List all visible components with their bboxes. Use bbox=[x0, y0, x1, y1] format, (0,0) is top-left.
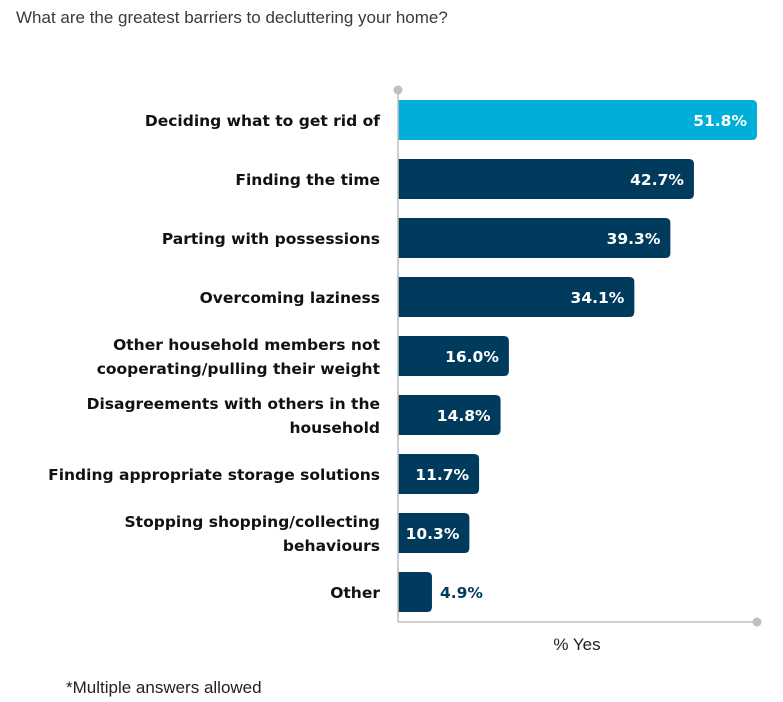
category-label: Other household members not bbox=[113, 336, 380, 354]
category-label: Finding appropriate storage solutions bbox=[48, 466, 380, 484]
bar bbox=[398, 277, 635, 317]
axis-end-dot bbox=[393, 85, 403, 95]
data-label: 34.1% bbox=[571, 289, 625, 307]
category-label: Parting with possessions bbox=[162, 230, 380, 248]
bar bbox=[398, 572, 432, 612]
data-label: 10.3% bbox=[406, 525, 460, 543]
data-label: 11.7% bbox=[415, 466, 469, 484]
x-axis-label: % Yes bbox=[553, 635, 600, 654]
data-label: 51.8% bbox=[693, 112, 747, 130]
category-label: behaviours bbox=[283, 537, 380, 555]
bar bbox=[398, 513, 470, 553]
data-label: 16.0% bbox=[445, 348, 499, 366]
data-label: 39.3% bbox=[607, 230, 661, 248]
category-label: Overcoming laziness bbox=[200, 289, 380, 307]
category-label: Other bbox=[330, 584, 380, 602]
data-label: 14.8% bbox=[437, 407, 491, 425]
footnote: *Multiple answers allowed bbox=[66, 678, 262, 697]
data-label: 4.9% bbox=[440, 584, 483, 602]
bar bbox=[398, 454, 480, 494]
category-label: Finding the time bbox=[235, 171, 380, 189]
category-label: Deciding what to get rid of bbox=[145, 112, 380, 130]
axis-end-dot bbox=[752, 617, 762, 627]
category-label: Disagreements with others in the bbox=[87, 395, 380, 413]
bar bbox=[398, 218, 671, 258]
bar bbox=[398, 336, 509, 376]
data-label: 42.7% bbox=[630, 171, 684, 189]
bar bbox=[398, 395, 501, 435]
chart-title: What are the greatest barriers to declut… bbox=[16, 8, 448, 27]
bar bbox=[398, 100, 757, 140]
category-label: household bbox=[289, 419, 380, 437]
category-label: Stopping shopping/collecting bbox=[125, 513, 380, 531]
bar bbox=[398, 159, 694, 199]
category-label: cooperating/pulling their weight bbox=[97, 360, 381, 378]
